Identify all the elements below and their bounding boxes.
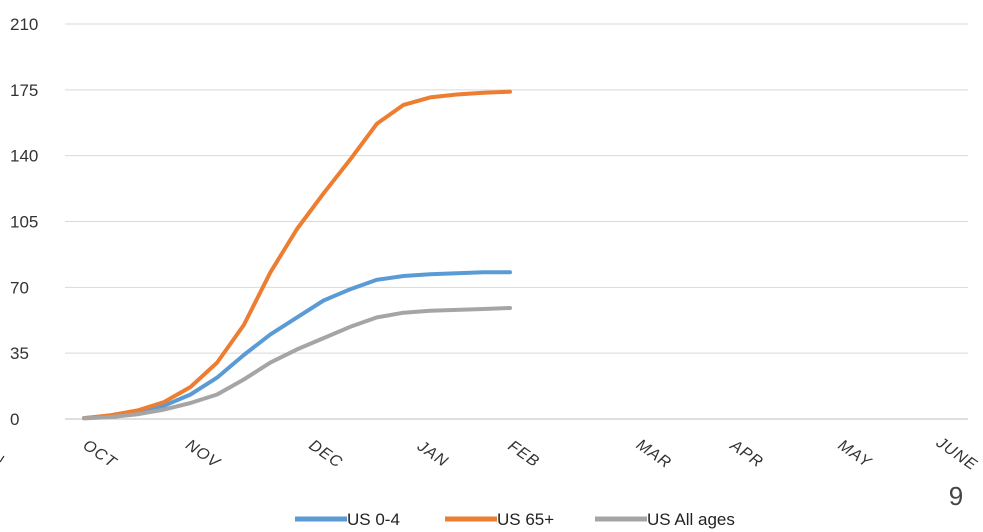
y-tick-label: 105 bbox=[10, 213, 38, 232]
y-tick-label: 35 bbox=[10, 344, 29, 363]
y-tick-label: 140 bbox=[10, 147, 38, 166]
x-tick-label: MAY bbox=[835, 437, 875, 472]
page-number: 9 bbox=[949, 481, 963, 511]
y-tick-label: 210 bbox=[10, 15, 38, 34]
series-line bbox=[82, 270, 512, 421]
gridlines bbox=[65, 23, 968, 420]
y-tick-label: 70 bbox=[10, 278, 29, 297]
y-axis-ticks: 0 35 70 105 140 175 210 bbox=[10, 15, 38, 429]
y-tick-label: 175 bbox=[10, 81, 38, 100]
x-tick-label: OCT bbox=[80, 437, 120, 472]
x-tick-label: JUNE bbox=[932, 434, 980, 475]
x-axis-ticks: OCT NOV DEC JAN FEB MAR APR MAY JUNE bbox=[0, 434, 980, 475]
series-line bbox=[82, 306, 512, 421]
series-line bbox=[82, 89, 512, 421]
series-lines bbox=[82, 89, 512, 421]
legend-label: US 0-4 bbox=[347, 510, 400, 529]
clipped-tick-fragment bbox=[0, 455, 5, 463]
x-tick-label: APR bbox=[726, 436, 766, 471]
legend: US 0-4 US 65+ US All ages bbox=[295, 510, 735, 529]
x-tick-label: MAR bbox=[633, 436, 674, 472]
x-tick-label: FEB bbox=[505, 438, 543, 471]
x-tick-label: JAN bbox=[413, 437, 451, 471]
legend-label: US All ages bbox=[647, 510, 735, 529]
x-tick-label: NOV bbox=[182, 437, 223, 473]
legend-label: US 65+ bbox=[497, 510, 554, 529]
x-tick-label: DEC bbox=[306, 437, 346, 472]
y-tick-label: 0 bbox=[10, 410, 19, 429]
